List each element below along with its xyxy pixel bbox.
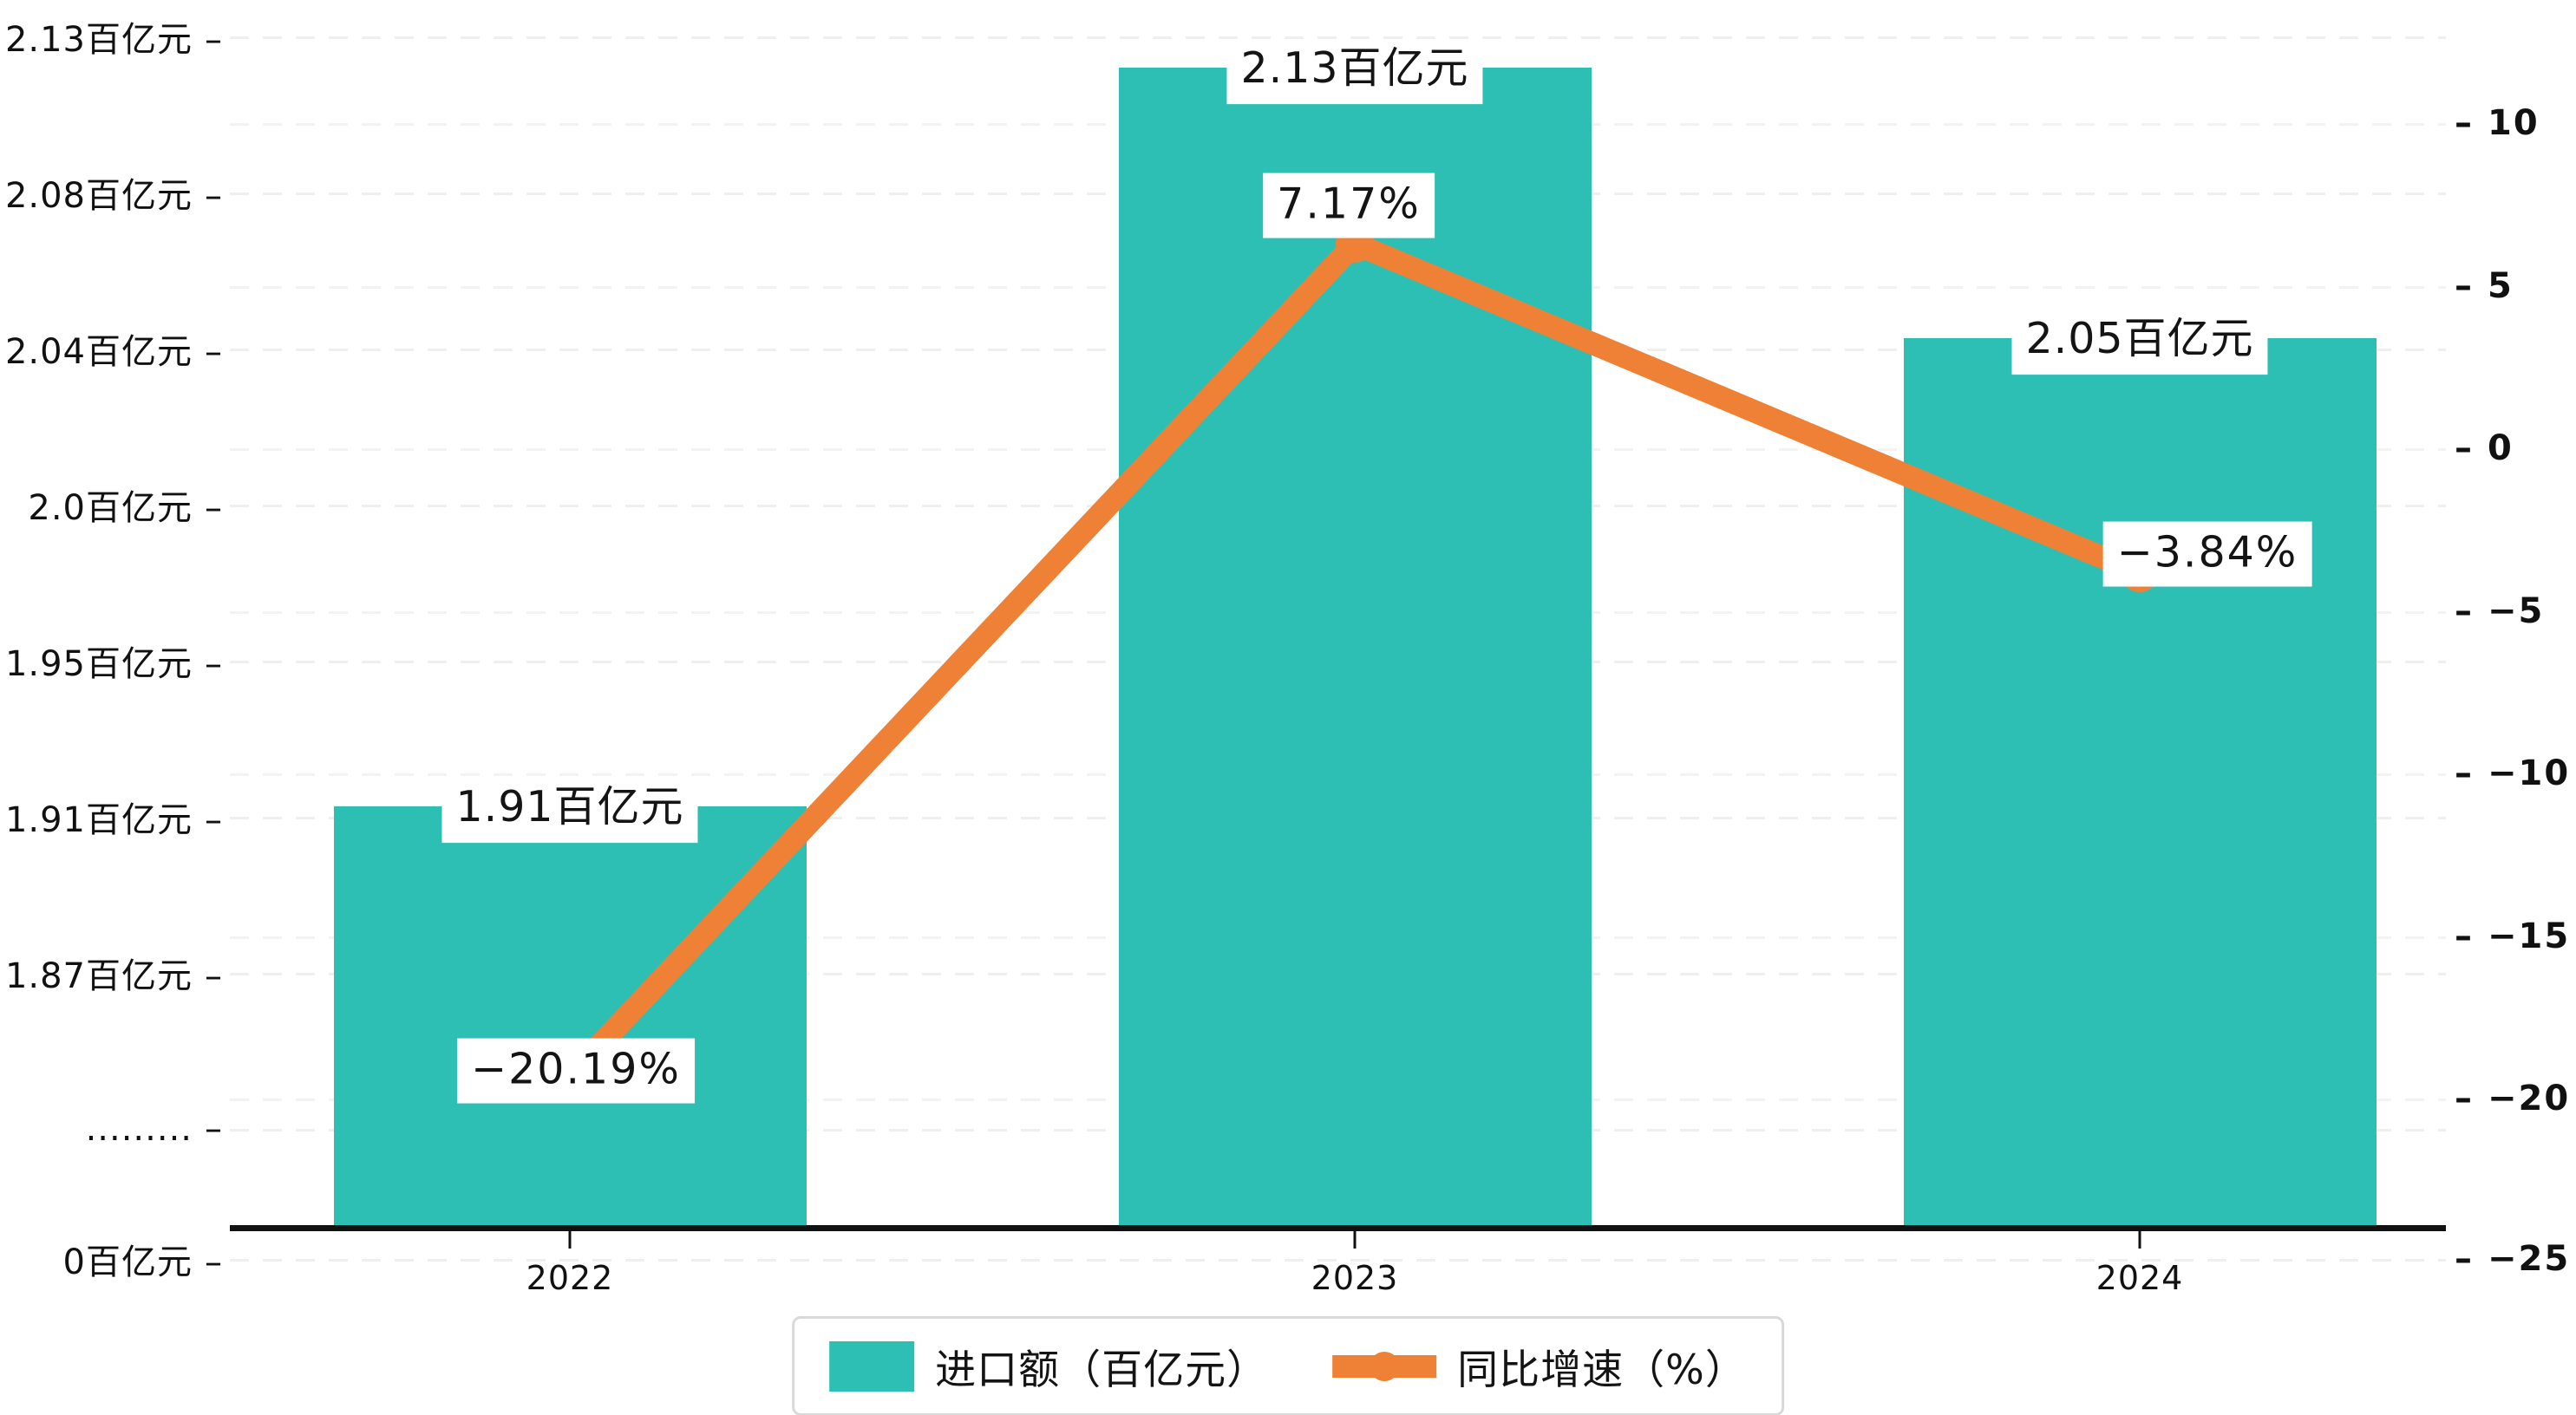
right-y-tick-label: –0: [2455, 428, 2514, 468]
left-y-tick-label: 0百亿元 –: [62, 1242, 223, 1282]
right-y-tick-label: –5: [2455, 266, 2514, 306]
left-y-tick-label: 1.87百亿元 –: [4, 956, 223, 996]
legend-item-growth-rate[interactable]: 同比增速（%）: [1332, 1336, 1747, 1396]
x-axis-line: [230, 1225, 2446, 1231]
left-y-tick-label: 2.04百亿元 –: [4, 332, 223, 372]
left-y-tick-label: 2.08百亿元 –: [4, 176, 223, 216]
x-tick-mark: [568, 1231, 572, 1249]
x-tick-mark: [1353, 1231, 1357, 1249]
right-y-tick-label: – −10: [2455, 753, 2571, 793]
left-y-tick-label: ......... –: [85, 1109, 223, 1149]
right-y-tick-label: – −20: [2455, 1079, 2571, 1118]
x-tick-label-2024: 2024: [2095, 1259, 2184, 1297]
line-markers: [551, 225, 2159, 1096]
bar-value-label: 2.13百亿元: [1226, 39, 1483, 104]
chart-legend: 进口额（百亿元） 同比增速（%）: [792, 1316, 1784, 1415]
line-value-label: −3.84%: [2102, 521, 2312, 587]
left-y-tick-label: 1.95百亿元 –: [4, 644, 223, 684]
legend-label-import-amount: 进口额（百亿元）: [935, 1347, 1269, 1394]
x-tick-label-2023: 2023: [1311, 1259, 1399, 1297]
legend-label-growth-rate: 同比增速（%）: [1457, 1347, 1747, 1394]
legend-item-import-amount[interactable]: 进口额（百亿元）: [829, 1336, 1268, 1396]
bar-value-label: 2.05百亿元: [2011, 310, 2268, 375]
right-y-tick-label: –10: [2455, 103, 2540, 143]
gridline: [230, 1259, 2446, 1262]
x-tick-label-2022: 2022: [526, 1259, 614, 1297]
bar-2022[interactable]: [334, 806, 807, 1231]
legend-bar-swatch-icon: [829, 1340, 915, 1392]
legend-line-swatch-icon: [1332, 1341, 1437, 1392]
x-tick-mark: [2138, 1231, 2141, 1249]
plot-area: 1.91百亿元 2.13百亿元 2.05百亿元 −20.19% 7.17% −3.84%: [230, 7, 2446, 1262]
growth-line: [559, 232, 2151, 1088]
bar-2024[interactable]: [1904, 338, 2377, 1231]
right-y-tick-label: – −25: [2455, 1239, 2571, 1279]
right-y-tick-label: – −15: [2455, 916, 2571, 956]
line-value-label: 7.17%: [1263, 173, 1435, 238]
line-value-label: −20.19%: [457, 1038, 695, 1104]
left-y-tick-label: 2.0百亿元 –: [28, 488, 223, 528]
left-y-tick-label: 1.91百亿元 –: [4, 800, 223, 840]
gridline: [230, 36, 2446, 39]
right-y-tick-label: – −5: [2455, 591, 2545, 631]
bar-value-label: 1.91百亿元: [441, 778, 698, 843]
left-y-tick-label: 2.13百亿元 –: [4, 20, 223, 60]
